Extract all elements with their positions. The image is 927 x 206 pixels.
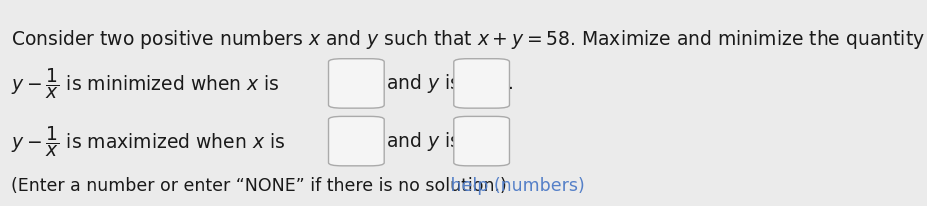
FancyBboxPatch shape <box>453 116 509 166</box>
FancyBboxPatch shape <box>328 59 384 108</box>
FancyBboxPatch shape <box>453 59 509 108</box>
Text: help (numbers): help (numbers) <box>445 177 585 195</box>
Text: (Enter a number or enter “NONE” if there is no solution.): (Enter a number or enter “NONE” if there… <box>11 177 506 195</box>
Text: $y - \dfrac{1}{x}$ is maximized when $x$ is: $y - \dfrac{1}{x}$ is maximized when $x$… <box>11 124 286 159</box>
Text: Consider two positive numbers $x$ and $y$ such that $x + y = 58$. Maximize and m: Consider two positive numbers $x$ and $y… <box>11 22 927 56</box>
Text: .: . <box>507 74 513 93</box>
FancyBboxPatch shape <box>328 116 384 166</box>
Text: $y - \dfrac{1}{x}$ is minimized when $x$ is: $y - \dfrac{1}{x}$ is minimized when $x$… <box>11 66 280 101</box>
Text: and $y$ is: and $y$ is <box>386 72 460 95</box>
Text: and $y$ is: and $y$ is <box>386 130 460 153</box>
